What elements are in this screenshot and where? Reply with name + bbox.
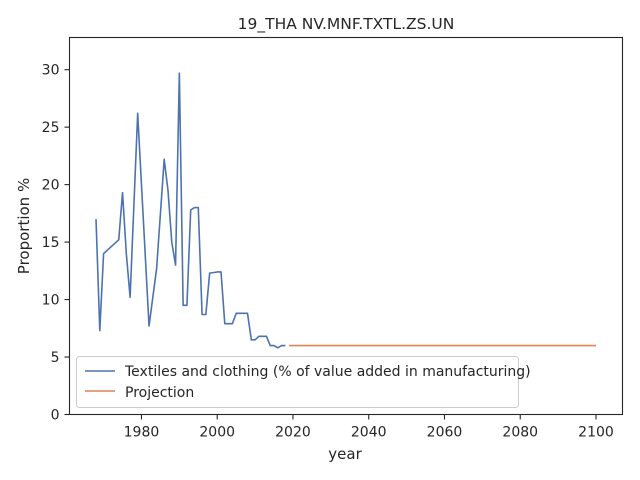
y-tick-label: 30 bbox=[42, 63, 60, 79]
x-tick-label: 2000 bbox=[199, 425, 235, 441]
x-tick-label: 2060 bbox=[427, 425, 463, 441]
series-line-0 bbox=[95, 72, 286, 349]
x-tick-label: 2100 bbox=[578, 425, 614, 441]
y-axis-label: Proportion % bbox=[15, 178, 33, 274]
legend-label-textiles: Textiles and clothing (% of value added … bbox=[124, 364, 531, 380]
legend-label-projection: Projection bbox=[125, 385, 194, 401]
x-tick-label: 2080 bbox=[502, 425, 538, 441]
x-tick-label: 1980 bbox=[124, 425, 160, 441]
x-axis-label: year bbox=[328, 445, 362, 463]
x-tick-label: 2040 bbox=[351, 425, 387, 441]
y-tick-label: 15 bbox=[42, 235, 60, 251]
y-tick-label: 25 bbox=[42, 120, 60, 136]
plot-frame bbox=[68, 36, 624, 416]
chart-title: 19_THA NV.MNF.TXTL.ZS.UN bbox=[238, 15, 455, 34]
y-axis: 0 5 10 15 20 25 30 bbox=[42, 63, 70, 424]
x-axis: 1980 2000 2020 2040 2060 2080 2100 bbox=[124, 414, 614, 441]
y-tick-label: 20 bbox=[42, 178, 60, 194]
legend: Textiles and clothing (% of value added … bbox=[76, 356, 531, 408]
y-tick-label: 10 bbox=[42, 293, 60, 309]
plot-series bbox=[95, 72, 596, 349]
y-tick-label: 0 bbox=[51, 408, 60, 424]
y-tick-label: 5 bbox=[51, 350, 60, 366]
legend-box bbox=[76, 356, 519, 408]
x-tick-label: 2020 bbox=[275, 425, 311, 441]
